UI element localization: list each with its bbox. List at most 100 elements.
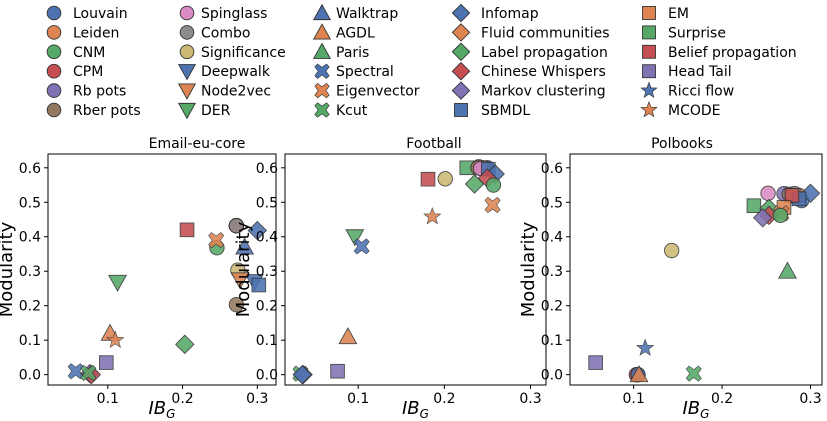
belief-propagation-marker — [642, 44, 656, 59]
panel-polbooks: Polbooks 0.0 0.1 0.2 0.3 0.4 0.5 0.6 0.1 0.2 0.3 I… — [518, 136, 823, 421]
legend-item-walktrap: Walktrap — [312, 3, 398, 22]
legend-label: Spinglass — [201, 6, 267, 22]
point-kcut — [80, 364, 97, 381]
legend-label: Eigenvector — [336, 84, 420, 100]
point-belief-propagation — [420, 171, 436, 187]
surprise-marker — [642, 25, 656, 40]
agdl-marker — [312, 23, 332, 40]
legend-item-leiden: Leiden — [46, 25, 119, 41]
legend-label: Rber pots — [73, 103, 141, 119]
cnm-marker — [46, 44, 62, 60]
point-spinglass — [760, 185, 776, 201]
legend-label: DER — [201, 103, 231, 119]
y-axis-label: Modularity — [233, 221, 254, 317]
legend-item-label-propagation: Label propagation — [451, 42, 608, 62]
legend-label: Rb pots — [73, 84, 126, 100]
legend-item-deepwalk: Deepwalk — [177, 64, 271, 81]
point-surprise — [746, 198, 762, 214]
x-tick-label: 0.1 — [347, 391, 369, 407]
plot-frame — [47, 153, 277, 386]
point-eigenvector — [208, 232, 225, 249]
ricci-flow-marker — [640, 81, 658, 99]
legend: Louvain Leiden CNM CPM Rb pots Rber pots Sping… — [46, 3, 797, 120]
legend-item-kcut: Kcut — [314, 102, 368, 119]
legend-item-em: EM — [642, 6, 689, 22]
point-infomap — [247, 220, 268, 241]
y-axis-label: Modularity — [518, 221, 539, 317]
point-spectral — [67, 363, 84, 380]
point-head-tail — [330, 363, 345, 379]
y-tick-label: 0.0 — [19, 368, 41, 384]
legend-label: Deepwalk — [201, 64, 271, 80]
point-head-tail — [99, 355, 114, 370]
legend-label: Louvain — [73, 6, 128, 22]
y-tick-label: 0.5 — [541, 195, 563, 211]
legend-label: AGDL — [336, 25, 375, 41]
legend-label: Leiden — [73, 25, 119, 41]
legend-label: Ricci flow — [668, 84, 734, 100]
panel-title: Football — [406, 136, 461, 152]
legend-item-infomap: Infomap — [451, 3, 539, 23]
y-tick-label: 0.1 — [541, 333, 563, 349]
legend-item-markov-clustering: Markov clustering — [451, 81, 606, 100]
point-significance — [437, 171, 453, 187]
fluid-communities-marker — [451, 23, 471, 42]
paris-marker — [312, 42, 332, 59]
walktrap-marker — [312, 3, 332, 21]
legend-label: Chinese Whispers — [481, 64, 606, 80]
x-tick-label: 0.2 — [433, 391, 455, 407]
y-tick-label: 0.3 — [256, 264, 278, 280]
point-label-propagation — [464, 174, 485, 194]
legend-item-cpm: CPM — [46, 63, 103, 80]
legend-label: Walktrap — [336, 6, 398, 22]
y-tick-label: 0.2 — [19, 299, 41, 315]
em-marker — [642, 6, 656, 20]
x-axis-label: IBG — [402, 398, 429, 421]
point-eigenvector — [484, 197, 501, 214]
legend-item-significance: Significance — [179, 44, 286, 61]
panel-email-eu-core: Email-eu-core 0.0 0.1 0.2 0.3 0.4 0.5 0.6 0.1 0.… — [0, 136, 277, 421]
louvain-marker — [46, 5, 62, 21]
significance-marker — [179, 44, 195, 60]
eigenvector-marker — [314, 82, 330, 99]
point-agdl — [629, 364, 649, 383]
legend-label: Label propagation — [481, 45, 608, 61]
legend-label: Kcut — [336, 103, 368, 119]
point-combo — [228, 218, 245, 234]
y-tick-label: 0.4 — [19, 230, 41, 246]
point-markov-clustering — [753, 208, 773, 228]
legend-label: Fluid communities — [481, 25, 610, 41]
plot-frame — [284, 153, 547, 386]
kcut-marker — [314, 102, 330, 118]
legend-item-belief-propagation: Belief propagation — [642, 44, 797, 61]
mcode-marker — [640, 100, 658, 118]
legend-item-spectral: Spectral — [314, 63, 394, 80]
point-mcode — [423, 207, 442, 225]
point-sbmdl — [251, 277, 267, 293]
x-axis-label: IBG — [683, 398, 710, 421]
legend-label: EM — [668, 6, 689, 22]
legend-label: Head Tail — [668, 64, 732, 80]
plot-frame — [569, 153, 823, 386]
y-tick-label: 0.0 — [256, 368, 278, 384]
y-tick-label: 0.3 — [19, 264, 41, 280]
node2vec-marker — [177, 83, 197, 100]
legend-label: Markov clustering — [481, 84, 606, 100]
chinese-whispers-marker — [451, 61, 471, 81]
point-der — [108, 274, 128, 292]
point-mcode — [106, 330, 125, 348]
spinglass-marker — [179, 5, 195, 21]
x-tick-label: 0.3 — [799, 391, 821, 407]
sbmdl-marker — [454, 103, 468, 117]
x-tick-label: 0.1 — [97, 391, 119, 407]
rb-pots-marker — [46, 83, 62, 98]
point-belief-propagation — [784, 188, 800, 203]
data-points — [292, 159, 505, 385]
y-tick-label: 0.6 — [256, 161, 278, 177]
y-tick-label: 0.5 — [19, 195, 41, 211]
y-tick-label: 0.2 — [256, 299, 278, 315]
legend-label: Belief propagation — [668, 45, 797, 61]
point-label-propagation — [175, 334, 195, 355]
spectral-marker — [314, 63, 330, 79]
